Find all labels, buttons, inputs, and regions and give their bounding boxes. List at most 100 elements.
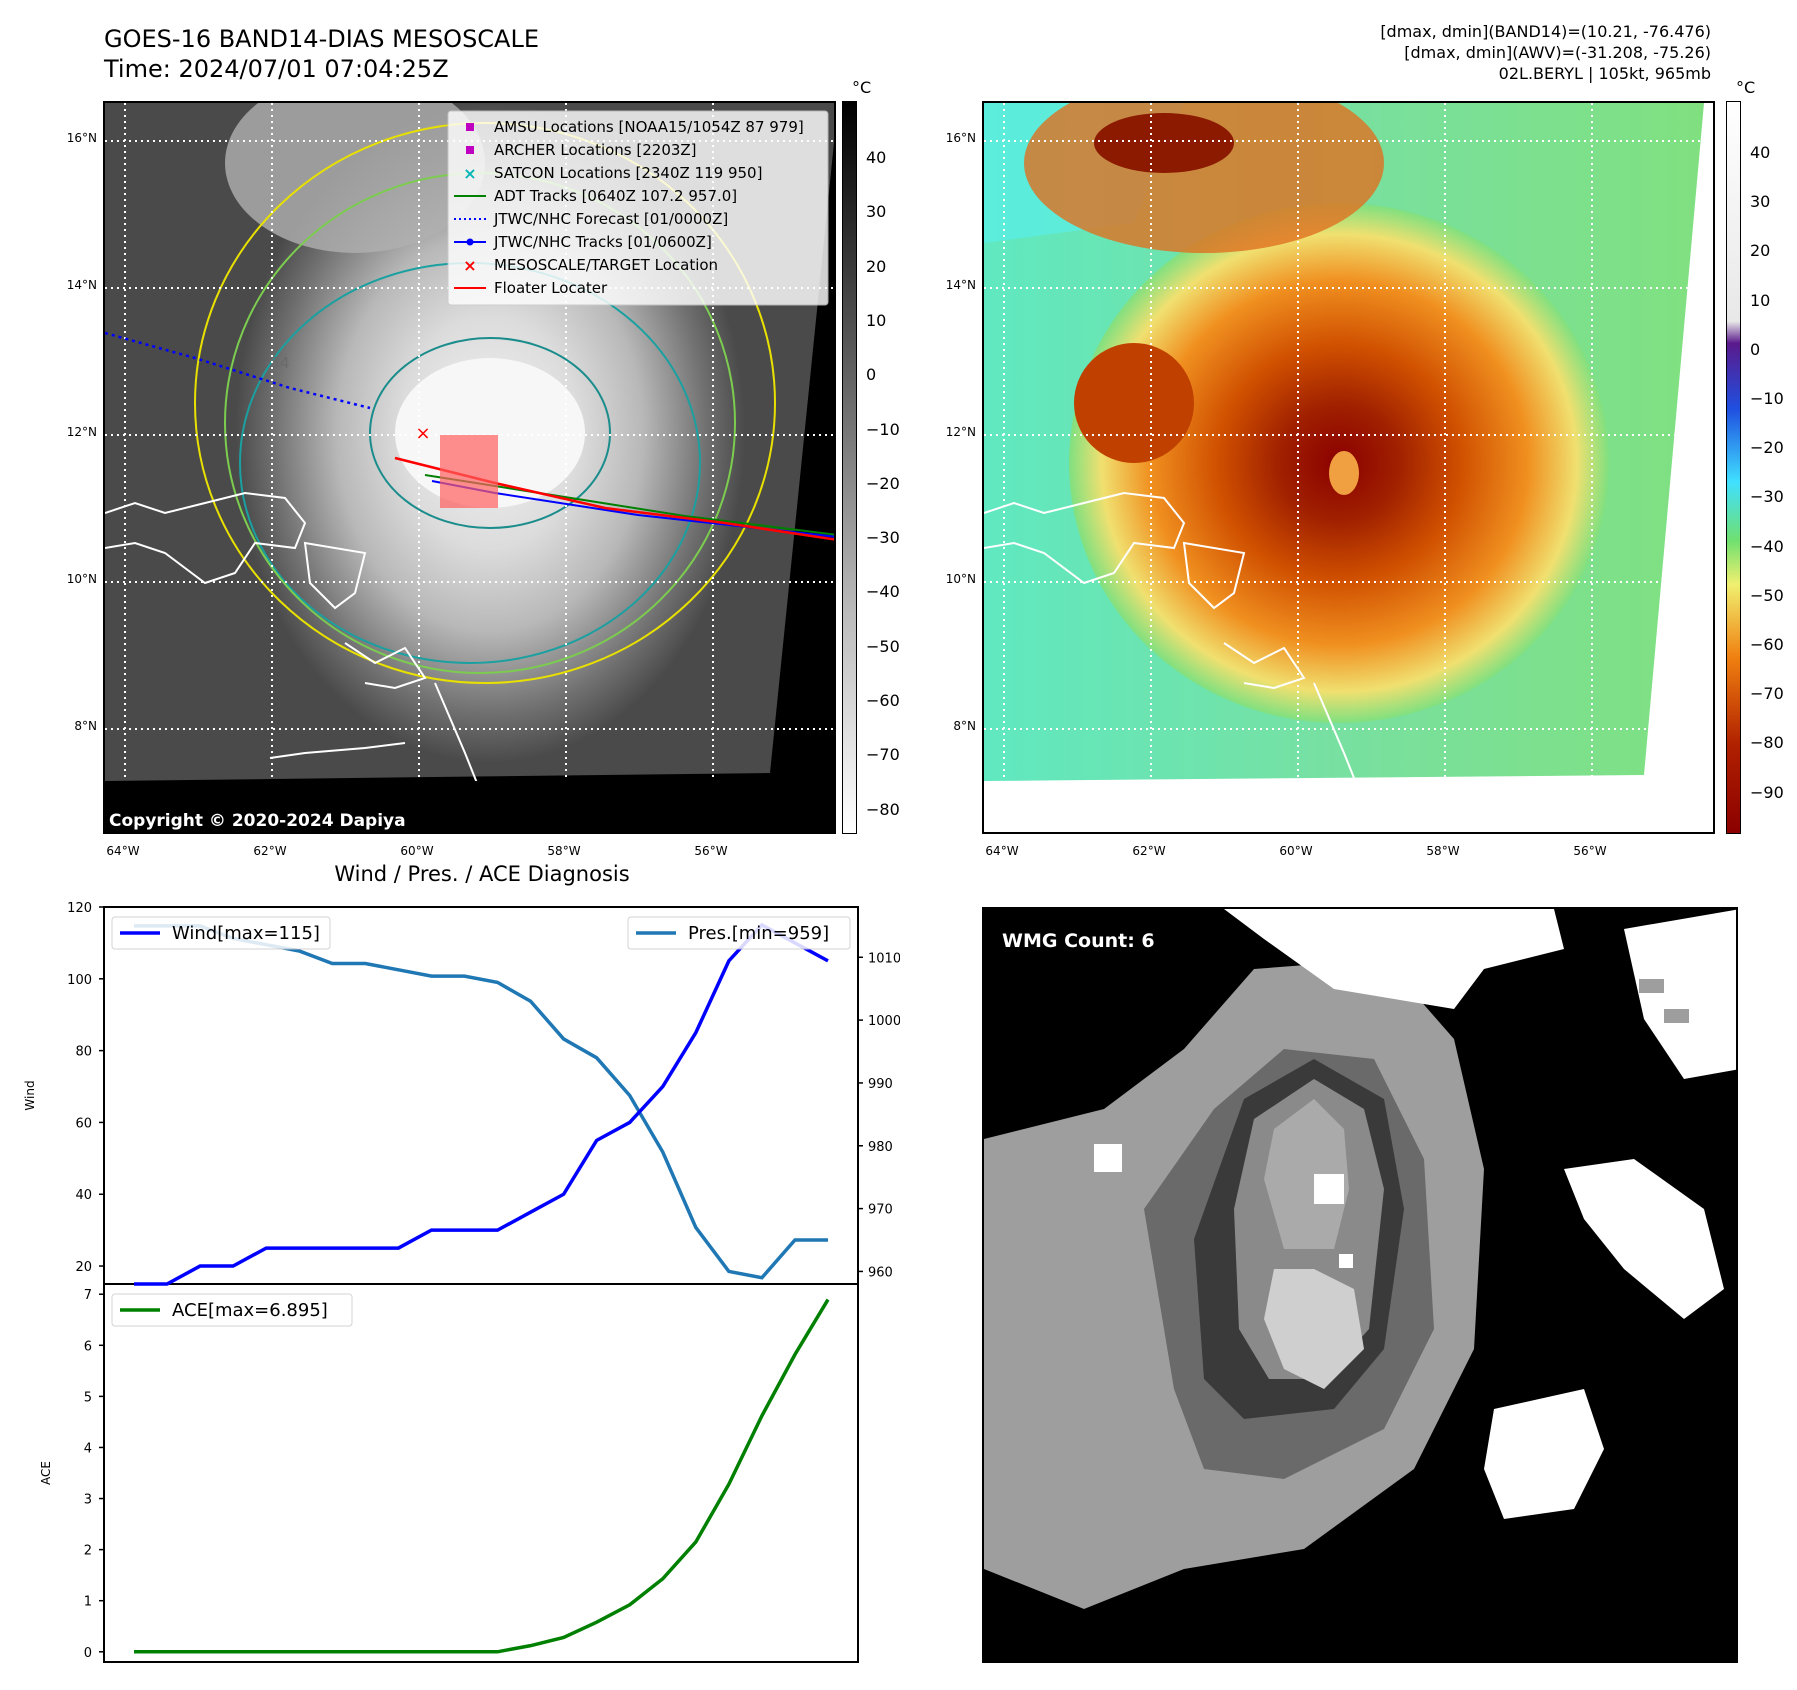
colorbar-right-tick: −80 xyxy=(1750,733,1784,753)
color-map-lon-label: 60°W xyxy=(1279,844,1313,858)
colorbar-left-tick: −60 xyxy=(866,691,900,710)
colorbar-left-tick: 10 xyxy=(866,310,887,330)
colorbar-right-tick: 0 xyxy=(1750,339,1761,359)
wind-legend-box xyxy=(111,916,331,950)
color-map-panel xyxy=(982,101,1715,834)
colorbar-right-tick: −70 xyxy=(1750,684,1784,704)
wind-tick-label: 20 xyxy=(75,1260,92,1275)
ir-map-panel: -54 × Copyright © 2020-2024 Dapiya xyxy=(103,101,836,834)
ace-legend-label: ACE[max=6.895] xyxy=(172,1300,328,1321)
colorbar-right-tick: −30 xyxy=(1750,487,1784,507)
pressure-tick-label: 1010 xyxy=(868,951,900,966)
ir-map-lat-label: 14°N xyxy=(66,278,97,292)
legend-label: ARCHER Locations [2203Z] xyxy=(494,141,697,159)
legend-label: Floater Locater xyxy=(494,279,608,297)
legend-marker xyxy=(466,146,474,154)
ace-line xyxy=(134,1298,830,1654)
wind-tick-label: 100 xyxy=(67,973,92,988)
wind-tick-label: 60 xyxy=(75,1116,92,1131)
color-map-lat-label: 8°N xyxy=(953,719,976,733)
pressure-tick-label: 980 xyxy=(868,1140,893,1155)
colorbar-right-tick: 20 xyxy=(1750,241,1771,261)
colorbar-left-tick: −40 xyxy=(866,582,900,602)
diagnosis-charts: 20406080100120Wind96097098099010001010Pr… xyxy=(23,901,900,1663)
colorbar-left xyxy=(842,101,857,834)
legend-label: ADT Tracks [0640Z 107.2 957.0] xyxy=(494,187,737,205)
ir-map-lon-label: 58°W xyxy=(547,844,581,858)
colorbar-left-tick: −80 xyxy=(866,799,900,819)
legend-marker xyxy=(466,123,474,131)
storm-info: 02L.BERYL | 105kt, 965mb xyxy=(1498,64,1711,83)
wind-legend-label: Wind[max=115] xyxy=(172,923,320,944)
legend-marker: × xyxy=(463,164,476,183)
pressure-line xyxy=(134,924,828,1280)
colorbar-right-tick: −50 xyxy=(1750,585,1784,605)
ace-tick-label: 4 xyxy=(84,1441,92,1456)
ace-tick-label: 7 xyxy=(84,1288,92,1303)
pressure-tick-label: 990 xyxy=(868,1077,893,1092)
color-map-gridlines xyxy=(984,103,1713,832)
colorbar-right-tick: −40 xyxy=(1750,536,1784,556)
legend-marker: × xyxy=(463,256,476,275)
wind-axis-label: Wind xyxy=(23,1080,37,1110)
dmax-awv: [dmax, dmin](AWV)=(-31.208, -75.26) xyxy=(1404,43,1711,62)
colorbar-left-tick: 40 xyxy=(866,148,887,167)
color-map-lat-label: 12°N xyxy=(945,425,976,439)
ir-map-lon-label: 60°W xyxy=(400,844,434,858)
legend-marker xyxy=(454,238,486,246)
wind-tick-label: 120 xyxy=(67,901,92,916)
pressure-tick-label: 970 xyxy=(868,1203,893,1218)
legend-label: JTWC/NHC Forecast [01/0000Z] xyxy=(493,210,728,228)
target-x-marker: × xyxy=(415,423,430,444)
colorbar-right-tick: 10 xyxy=(1750,290,1771,310)
colorbar-right-tick: 40 xyxy=(1750,143,1771,162)
map-time: Time: 2024/07/01 07:04:25Z xyxy=(104,55,449,83)
colorbar-left-tick: 0 xyxy=(866,365,877,385)
colorbar-left-tick: −70 xyxy=(866,745,900,765)
colorbar-right-unit: °C xyxy=(1736,78,1756,97)
legend-label: SATCON Locations [2340Z 119 950] xyxy=(494,164,762,182)
colorbar-right-tick: −90 xyxy=(1750,782,1784,802)
wmg-count: WMG Count: 6 xyxy=(1002,930,1155,952)
pressure-legend-label: Pres.[min=959] xyxy=(688,923,829,944)
ir-map-lon-label: 64°W xyxy=(106,844,140,858)
colorbar-left-tick: 20 xyxy=(866,256,887,276)
coastline xyxy=(105,491,504,832)
color-map-lon-label: 58°W xyxy=(1426,844,1460,858)
colorbar-right-tick: 30 xyxy=(1750,192,1771,212)
ir-map-lon-label: 62°W xyxy=(253,844,287,858)
mesoscale-box xyxy=(440,435,498,508)
wind-pressure-frame xyxy=(103,906,859,1285)
ir-map-lat-label: 8°N xyxy=(74,719,97,733)
colorbar-right-tick: −20 xyxy=(1750,438,1784,458)
pressure-tick-label: 1000 xyxy=(868,1014,900,1029)
wind-tick-label: 80 xyxy=(75,1045,92,1060)
colorbar-right-tick: −10 xyxy=(1750,389,1784,408)
colorbar-left-unit: °C xyxy=(852,78,872,97)
colorbar-left-tick: −10 xyxy=(866,419,900,439)
ir-map-lon-label: 56°W xyxy=(694,844,728,858)
pressure-legend-box xyxy=(627,916,851,950)
map-legend: AMSU Locations [NOAA15/1054Z 87 979] ARCH… xyxy=(447,110,829,306)
color-map-lon-label: 64°W xyxy=(985,844,1019,858)
colorbar-right xyxy=(1726,101,1741,834)
legend-label: JTWC/NHC Tracks [01/0600Z] xyxy=(493,233,712,251)
colorbar-left-tick: −20 xyxy=(866,473,900,493)
contour-label: -54 xyxy=(265,354,290,372)
dmax-band14: [dmax, dmin](BAND14)=(10.21, -76.476) xyxy=(1380,22,1711,41)
ace-axis-label: ACE xyxy=(39,1461,53,1485)
ace-tick-label: 2 xyxy=(84,1544,92,1559)
diagnosis-title: Wind / Pres. / ACE Diagnosis xyxy=(334,862,630,886)
ace-legend-box xyxy=(111,1293,353,1327)
ir-map-lat-label: 16°N xyxy=(66,131,97,145)
ace-tick-label: 1 xyxy=(84,1595,92,1610)
color-map-lat-label: 14°N xyxy=(945,278,976,292)
hurricane-eye xyxy=(1329,451,1359,495)
color-map-lat-label: 10°N xyxy=(945,572,976,586)
color-map-lat-label: 16°N xyxy=(945,131,976,145)
colorbar-left-tick: 30 xyxy=(866,202,887,222)
color-map-lon-label: 56°W xyxy=(1573,844,1607,858)
ace-tick-label: 5 xyxy=(84,1390,92,1405)
ir-map-lat-label: 10°N xyxy=(66,572,97,586)
legend-background xyxy=(447,110,829,306)
